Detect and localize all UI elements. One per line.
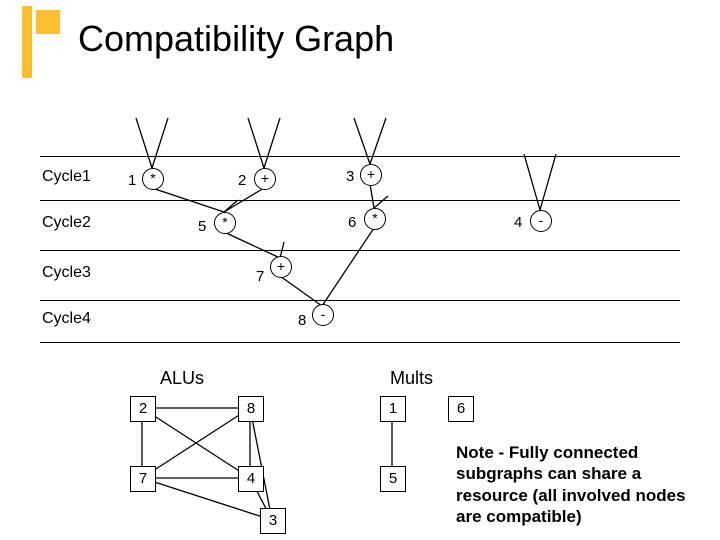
op-number: 4	[514, 214, 522, 231]
op-number: 3	[346, 168, 354, 185]
graph-node: 3	[260, 508, 286, 534]
graph-node: 1	[380, 396, 406, 422]
op-node: -	[530, 210, 552, 232]
graph-node: 8	[238, 396, 264, 422]
op-node: +	[270, 256, 292, 278]
graph-node: 7	[130, 466, 156, 492]
op-node: *	[142, 168, 164, 190]
op-number: 8	[298, 312, 306, 329]
graph-node: 5	[380, 466, 406, 492]
op-node: +	[360, 164, 382, 186]
graph-node: 4	[238, 466, 264, 492]
op-node: -	[312, 304, 334, 326]
op-number: 7	[256, 268, 264, 285]
op-number: 2	[238, 172, 246, 189]
op-node: *	[364, 208, 386, 230]
graph-node: 2	[130, 396, 156, 422]
op-node: *	[214, 212, 236, 234]
op-node: +	[254, 168, 276, 190]
connector-lines	[0, 0, 720, 540]
op-number: 6	[348, 214, 356, 231]
op-number: 1	[128, 172, 136, 189]
graph-node: 6	[448, 396, 474, 422]
op-number: 5	[198, 218, 206, 235]
